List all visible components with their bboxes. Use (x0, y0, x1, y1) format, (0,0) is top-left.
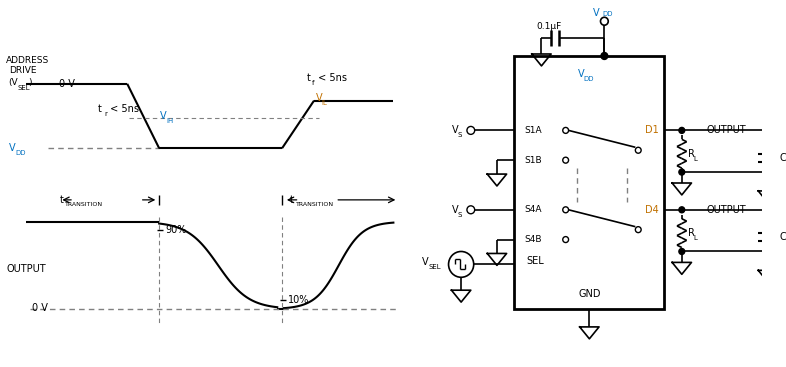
Text: t: t (307, 73, 310, 83)
Text: TRANSITION: TRANSITION (65, 202, 104, 207)
Text: 0 V: 0 V (32, 303, 48, 313)
Text: R: R (688, 228, 695, 238)
Text: t: t (290, 195, 294, 205)
Circle shape (679, 127, 685, 133)
Text: C: C (780, 153, 786, 163)
Text: IL: IL (321, 99, 328, 106)
Text: DD: DD (15, 150, 25, 156)
Text: 10%: 10% (288, 295, 309, 305)
Text: DRIVE: DRIVE (9, 66, 37, 75)
Circle shape (679, 248, 685, 254)
Bar (514, 56, 664, 309)
Text: TRANSITION: TRANSITION (296, 202, 334, 207)
Text: (V: (V (8, 78, 18, 87)
Text: GND: GND (578, 289, 601, 299)
Text: C: C (780, 232, 786, 242)
Text: ADDRESS: ADDRESS (6, 57, 50, 65)
Text: D4: D4 (645, 205, 659, 215)
Text: R: R (688, 149, 695, 159)
Text: IH: IH (166, 117, 173, 124)
Text: OUTPUT: OUTPUT (6, 264, 46, 275)
Text: V: V (578, 69, 584, 79)
Text: V: V (422, 257, 429, 268)
Text: t: t (98, 103, 102, 113)
Text: S4A: S4A (524, 205, 542, 214)
Text: L: L (693, 156, 697, 162)
Circle shape (679, 207, 685, 213)
Text: SEL: SEL (18, 85, 31, 91)
Text: 0 V: 0 V (60, 79, 75, 89)
Text: V: V (160, 110, 167, 120)
Text: t: t (60, 195, 64, 205)
Text: V: V (593, 8, 600, 18)
Text: DD: DD (602, 11, 613, 17)
Text: OUTPUT: OUTPUT (707, 126, 747, 135)
Text: SEL: SEL (428, 264, 441, 270)
Text: S1B: S1B (524, 156, 542, 165)
Text: OUTPUT: OUTPUT (707, 205, 747, 215)
Text: V: V (451, 205, 458, 215)
Text: D1: D1 (645, 126, 659, 135)
Text: 90%: 90% (165, 225, 186, 235)
Text: V: V (9, 143, 16, 153)
Text: f: f (312, 80, 314, 86)
Text: S: S (457, 212, 461, 218)
Text: r: r (104, 110, 107, 117)
Text: S4B: S4B (524, 235, 542, 244)
Circle shape (679, 169, 685, 175)
Text: 0.1μF: 0.1μF (537, 22, 562, 31)
Text: S1A: S1A (524, 126, 542, 135)
Text: < 5ns: < 5ns (315, 73, 347, 83)
Text: V: V (451, 126, 458, 135)
Text: SEL: SEL (526, 257, 544, 266)
Text: S: S (457, 132, 461, 138)
Text: V: V (316, 92, 322, 103)
Circle shape (601, 52, 608, 59)
Text: < 5ns: < 5ns (107, 103, 139, 113)
Text: DD: DD (583, 76, 594, 82)
Text: ): ) (28, 78, 32, 87)
Text: L: L (693, 235, 697, 241)
